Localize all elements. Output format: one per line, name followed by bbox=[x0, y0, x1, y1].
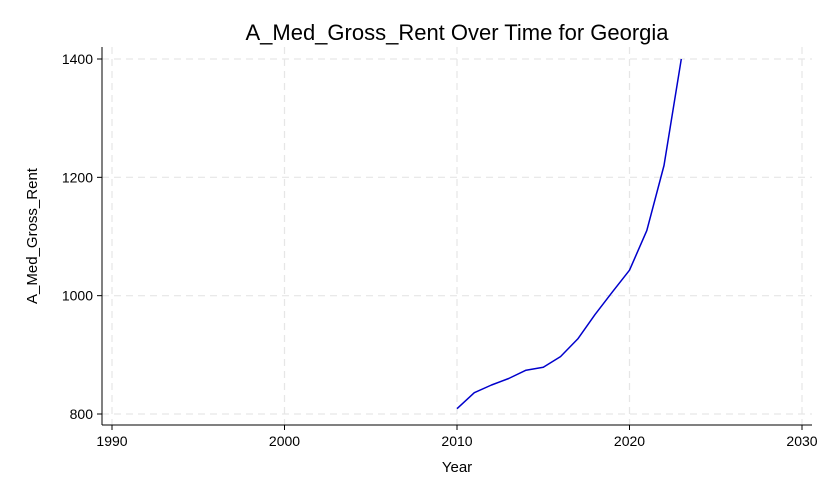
x-tick-label: 1990 bbox=[96, 433, 127, 449]
series-line bbox=[456, 58, 683, 410]
x-axis-label: Year bbox=[442, 459, 472, 476]
x-tick-label: 2020 bbox=[614, 433, 645, 449]
y-axis-label: A_Med_Gross_Rent bbox=[24, 167, 41, 304]
series bbox=[456, 58, 683, 410]
x-tick-label: 2010 bbox=[441, 433, 472, 449]
y-tick-label: 1200 bbox=[62, 169, 93, 185]
grid bbox=[102, 47, 812, 425]
y-tick-label: 1000 bbox=[62, 288, 93, 304]
ticks: 1990 2000 2010 2020 2030 800 1000 1200 1400 bbox=[62, 51, 818, 449]
y-tick-label: 1400 bbox=[62, 51, 93, 67]
y-tick-label: 800 bbox=[70, 406, 94, 422]
x-tick-label: 2000 bbox=[269, 433, 300, 449]
x-tick-label: 2030 bbox=[786, 433, 817, 449]
chart-title: A_Med_Gross_Rent Over Time for Georgia bbox=[245, 20, 669, 45]
